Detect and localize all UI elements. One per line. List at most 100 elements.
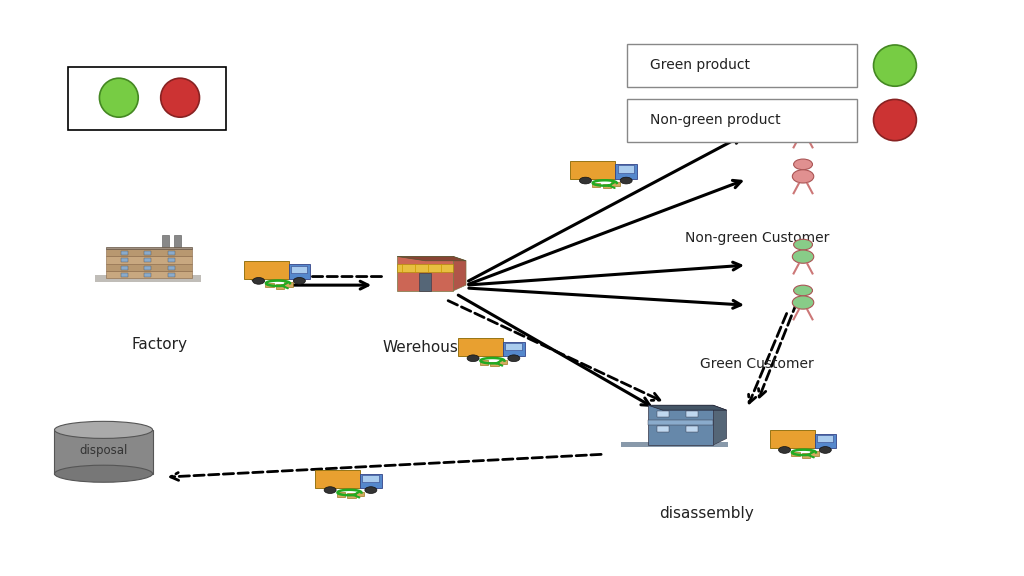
Polygon shape	[490, 362, 499, 366]
Polygon shape	[648, 420, 713, 425]
Polygon shape	[397, 256, 466, 261]
Polygon shape	[265, 283, 273, 287]
Polygon shape	[686, 411, 698, 417]
Polygon shape	[275, 284, 285, 289]
Circle shape	[580, 177, 592, 184]
Polygon shape	[686, 426, 698, 432]
Circle shape	[508, 355, 520, 362]
FancyBboxPatch shape	[628, 44, 857, 88]
Text: Factory: Factory	[132, 337, 187, 352]
Polygon shape	[289, 264, 310, 279]
Polygon shape	[592, 183, 600, 187]
Polygon shape	[479, 361, 488, 365]
Ellipse shape	[873, 45, 916, 86]
Polygon shape	[285, 282, 293, 287]
Polygon shape	[168, 273, 175, 277]
Polygon shape	[817, 435, 834, 442]
Polygon shape	[648, 405, 713, 445]
Circle shape	[778, 446, 791, 453]
Ellipse shape	[99, 78, 138, 117]
Polygon shape	[168, 259, 175, 263]
Ellipse shape	[793, 250, 814, 263]
Polygon shape	[602, 184, 611, 188]
Polygon shape	[503, 342, 524, 357]
Circle shape	[253, 278, 264, 284]
Polygon shape	[458, 338, 503, 357]
Polygon shape	[144, 259, 152, 263]
Polygon shape	[144, 251, 152, 255]
Text: Green Customer: Green Customer	[700, 357, 814, 371]
Polygon shape	[814, 434, 836, 448]
Text: Non-green Customer: Non-green Customer	[685, 230, 829, 245]
Polygon shape	[174, 235, 181, 248]
Polygon shape	[419, 273, 431, 291]
Circle shape	[467, 355, 479, 362]
Polygon shape	[770, 430, 814, 448]
Polygon shape	[106, 256, 193, 264]
Circle shape	[794, 113, 812, 124]
Circle shape	[819, 446, 831, 453]
Ellipse shape	[793, 124, 814, 137]
Polygon shape	[656, 411, 669, 417]
Polygon shape	[162, 235, 169, 248]
Polygon shape	[106, 271, 193, 278]
Polygon shape	[397, 256, 454, 291]
Polygon shape	[168, 266, 175, 270]
Ellipse shape	[54, 465, 153, 482]
Ellipse shape	[873, 100, 916, 141]
Circle shape	[294, 278, 305, 284]
Polygon shape	[144, 273, 152, 277]
Polygon shape	[622, 442, 728, 447]
Polygon shape	[570, 161, 615, 179]
Circle shape	[794, 159, 812, 170]
FancyBboxPatch shape	[68, 67, 226, 130]
Ellipse shape	[161, 78, 200, 117]
Polygon shape	[454, 256, 466, 291]
Polygon shape	[94, 275, 201, 282]
Polygon shape	[121, 251, 128, 255]
Polygon shape	[315, 470, 360, 488]
Polygon shape	[121, 273, 128, 277]
Polygon shape	[121, 259, 128, 263]
Text: Non-green product: Non-green product	[650, 113, 780, 127]
Polygon shape	[168, 251, 175, 255]
Polygon shape	[360, 473, 382, 488]
Text: Werehouse: Werehouse	[383, 340, 468, 355]
Polygon shape	[615, 164, 637, 179]
Polygon shape	[106, 247, 193, 249]
Circle shape	[621, 177, 632, 184]
Ellipse shape	[54, 422, 153, 438]
Text: Green product: Green product	[650, 58, 750, 72]
Polygon shape	[802, 453, 810, 458]
Ellipse shape	[793, 296, 814, 309]
Polygon shape	[54, 430, 153, 473]
Polygon shape	[648, 405, 727, 410]
Polygon shape	[121, 266, 128, 270]
Polygon shape	[505, 343, 521, 350]
FancyBboxPatch shape	[628, 99, 857, 142]
Circle shape	[794, 285, 812, 295]
Polygon shape	[337, 492, 345, 497]
Polygon shape	[499, 359, 508, 364]
Polygon shape	[611, 182, 620, 186]
Polygon shape	[713, 405, 727, 445]
Polygon shape	[291, 266, 307, 273]
Text: disassembly: disassembly	[658, 506, 754, 521]
Polygon shape	[106, 249, 193, 256]
Ellipse shape	[793, 170, 814, 183]
Polygon shape	[656, 426, 669, 432]
Polygon shape	[347, 494, 356, 498]
Polygon shape	[810, 452, 819, 456]
Polygon shape	[617, 165, 634, 173]
Text: disposal: disposal	[79, 444, 128, 457]
Polygon shape	[791, 452, 800, 456]
Polygon shape	[106, 264, 193, 271]
Polygon shape	[356, 491, 365, 496]
Circle shape	[794, 239, 812, 250]
Circle shape	[325, 487, 336, 494]
Polygon shape	[144, 266, 152, 270]
Circle shape	[365, 487, 377, 494]
Polygon shape	[397, 264, 454, 272]
Polygon shape	[244, 261, 289, 279]
Polygon shape	[362, 475, 379, 482]
